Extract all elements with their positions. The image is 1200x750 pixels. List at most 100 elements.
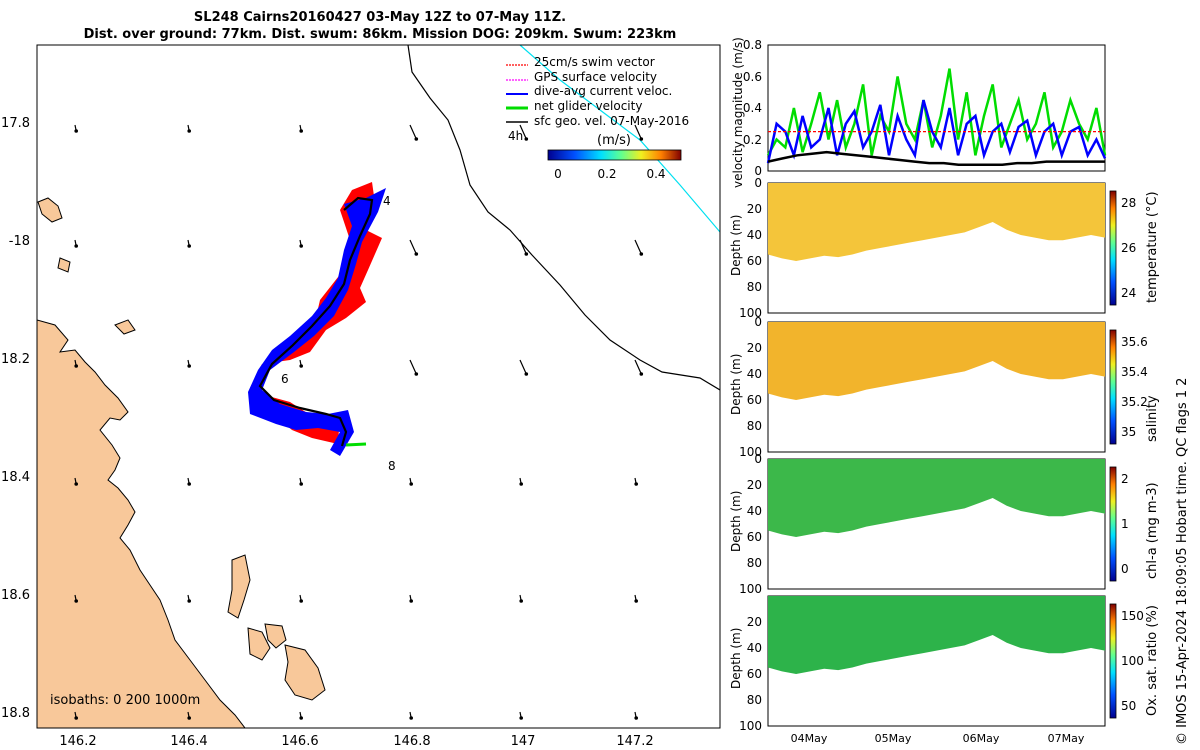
day-marker-8: 8 — [388, 459, 396, 473]
cbar-label: Ox. sat. ratio (%) — [1145, 605, 1160, 716]
profile-ytick: 40 — [747, 228, 762, 242]
profile-ytick: 80 — [747, 280, 762, 294]
land-island-1 — [37, 197, 63, 223]
profile-ytick: 100 — [739, 306, 762, 320]
geo-arrow-head — [187, 244, 192, 248]
profile-data-area — [768, 183, 1105, 261]
map-ytick: 17.8 — [1, 116, 30, 131]
geo-arrow-head — [524, 137, 529, 141]
vel-ytick: 0.2 — [743, 133, 762, 147]
profile-ytick: 100 — [739, 445, 762, 459]
geo-arrow-head — [634, 482, 639, 486]
cbar-label: temperature (°C) — [1145, 191, 1160, 303]
cbar-tick: 35.4 — [1121, 365, 1148, 379]
geo-arrow-head — [414, 137, 419, 141]
geo-arrow-head — [299, 129, 304, 133]
geo-arrow-head — [299, 364, 304, 368]
profile-ytick: 0 — [754, 452, 762, 466]
profile-data-area — [768, 322, 1105, 400]
geo-arrow-head — [187, 482, 192, 486]
geo-arrow-head — [639, 137, 644, 141]
map-xtick: 147 — [511, 734, 536, 749]
velocity-ylabel: velocity magnitude (m/s) — [731, 37, 745, 188]
geo-arrow-head — [519, 482, 524, 486]
map-ytick: 18.8 — [1, 706, 30, 721]
profile-ylabel: Depth (m) — [729, 628, 743, 689]
map-ytick: 18.6 — [1, 588, 30, 603]
cbar-tick: 50 — [1121, 699, 1136, 713]
day-marker-4: 4 — [383, 194, 391, 208]
geo-arrow — [634, 124, 642, 140]
geo-arrow-head — [74, 129, 79, 133]
geo-arrow — [519, 359, 527, 375]
geo-arrow — [519, 124, 527, 140]
profile-ytick: 40 — [747, 641, 762, 655]
profile-ytick: 60 — [747, 393, 762, 407]
cbar-tick: 35.6 — [1121, 335, 1148, 349]
profile-ytick: 80 — [747, 693, 762, 707]
profile-ytick: 80 — [747, 556, 762, 570]
legend-gps-label: GPS surface velocity — [534, 70, 657, 84]
profile-ytick: 20 — [747, 341, 762, 355]
map-ytick: -18 — [9, 234, 30, 249]
isobaths-label: isobaths: 0 200 1000m — [50, 693, 200, 708]
geo-arrow-head — [524, 372, 529, 376]
cyan-contour — [519, 45, 720, 233]
velocity-frame — [767, 44, 1106, 172]
profile-data-area — [768, 459, 1105, 537]
vel-ytick: 0.4 — [743, 101, 762, 115]
geo-arrow-head — [187, 364, 192, 368]
colorbar-tick: 0 — [554, 167, 562, 181]
profile-ytick: 20 — [747, 615, 762, 629]
profile-colorbar — [1109, 190, 1117, 306]
profile-data-area — [768, 596, 1105, 674]
geo-arrow-head — [299, 716, 304, 720]
geo-arrow-head — [519, 716, 524, 720]
colorbar-tick: 0.2 — [597, 167, 616, 181]
figure-title-line1: SL248 Cairns20160427 03-May 12Z to 07-Ma… — [193, 10, 567, 25]
geo-arrow-head — [187, 599, 192, 603]
profile-xtick: 04May — [791, 732, 828, 745]
map-legend: 25cm/s swim vector GPS surface velocity … — [506, 55, 689, 181]
profile-ytick: 80 — [747, 419, 762, 433]
geo-arrow-head — [414, 372, 419, 376]
vel-ytick: 0.8 — [743, 38, 762, 52]
legend-swim-label: 25cm/s swim vector — [534, 55, 655, 69]
map-ytick: 18.2 — [1, 352, 30, 367]
cbar-tick: 26 — [1121, 241, 1136, 255]
colorbar-tick: 0.4 — [646, 167, 665, 181]
profile-ytick: 60 — [747, 254, 762, 268]
vel-ytick: 0.6 — [743, 70, 762, 84]
day-marker-6: 6 — [281, 372, 289, 386]
sfc-geo-arrows — [74, 124, 644, 720]
profile-panel: 20 40 60 80 100 Depth (m) 50 100 150 Ox. sat. rat… — [729, 595, 1160, 745]
map-panel: 4 6 8 146.2 146.4 146.6 146.8 147 147.2 … — [1, 44, 721, 749]
profile-colorbar — [1109, 603, 1117, 719]
figure-title-line2: Dist. over ground: 77km. Dist. swum: 86k… — [83, 27, 677, 42]
profile-xtick: 07May — [1048, 732, 1085, 745]
geo-arrow-head — [74, 482, 79, 486]
profile-xtick: 06May — [963, 732, 1000, 745]
legend-dive-label: dive-avg current veloc. — [534, 84, 672, 98]
net-glider-arrow — [345, 442, 367, 447]
map-y-ticks: 17.8 -18 18.2 18.4 18.6 18.8 — [1, 116, 30, 721]
geo-arrow-head — [299, 244, 304, 248]
profile-ytick: 40 — [747, 367, 762, 381]
legend-geo-label: sfc geo. vel. 07-May-2016 — [534, 114, 689, 128]
geo-arrow-head — [519, 599, 524, 603]
profile-ytick: 40 — [747, 504, 762, 518]
velocity-panel: 0 0.2 0.4 0.6 0.8 velocity magnitude (m/… — [731, 37, 1107, 188]
velocity-series-line — [767, 150, 1105, 166]
land-island-7 — [57, 257, 71, 273]
geo-arrow-head — [299, 482, 304, 486]
map-colorbar — [547, 149, 682, 161]
map-xtick: 146.6 — [281, 734, 318, 749]
velocity-y-ticks: 0 0.2 0.4 0.6 0.8 — [743, 38, 762, 178]
cbar-tick: 100 — [1121, 654, 1144, 668]
profile-ylabel: Depth (m) — [729, 491, 743, 552]
profile-ylabel: Depth (m) — [729, 215, 743, 276]
velocity-series-line — [766, 68, 1107, 156]
geo-arrow-head — [634, 599, 639, 603]
